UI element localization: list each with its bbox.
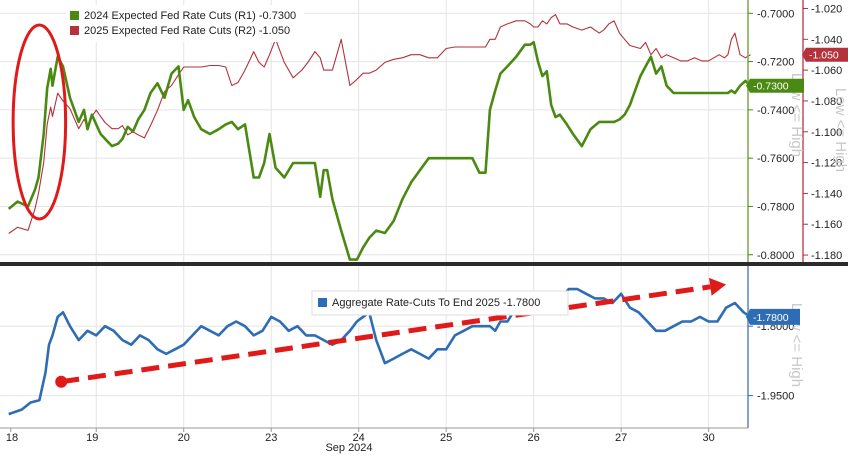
trend-arrow: [55, 277, 727, 388]
legend-swatch-aggregate: [318, 298, 327, 307]
bottom-last-value-tags: -1.7800: [746, 308, 800, 325]
x-tick-label: 26: [528, 432, 540, 444]
series-2025-expected-cuts: [8, 14, 751, 234]
r2-tick-label: -1.040: [811, 34, 842, 46]
x-tick-label: 20: [178, 432, 190, 444]
bottom-legend-box: [311, 290, 569, 316]
r1-tick-label: -0.7800: [757, 201, 794, 213]
top-last-value-tags: -0.7300 -1.050: [746, 47, 848, 93]
top-axis-ticks: -0.8000 -0.7800 -0.7600 -0.7400 -0.7200 -0.70…: [748, 3, 842, 262]
x-tick-label: 27: [615, 432, 627, 444]
trend-arrow-head: [708, 277, 727, 296]
last-value-tag-text: -0.7300: [753, 81, 789, 93]
bottom-panel: Aggregate Rate-Cuts To End 2025 -1.7800 …: [0, 266, 805, 428]
top-legend-box: [66, 5, 304, 42]
x-tick-label: 25: [440, 432, 452, 444]
legend-label-2024: 2024 Expected Fed Rate Cuts (R1) -0.7300: [84, 10, 296, 22]
series-line-2024: [7, 41, 752, 261]
bottom-gridlines: [0, 266, 748, 428]
r2-tick-label: -1.120: [811, 158, 842, 170]
last-value-tag-text: -1.7800: [753, 312, 789, 324]
x-axis-ticks: 18 19 20 23 24 25 26 27 30: [6, 428, 715, 444]
x-tick-label: 23: [265, 432, 277, 444]
panel-separator: [0, 262, 848, 266]
trend-arrow-line: [60, 284, 711, 385]
legend-label-aggregate: Aggregate Rate-Cuts To End 2025 -1.7800: [332, 297, 540, 309]
r1-tick-label: -0.8000: [757, 250, 794, 262]
series-2024-expected-cuts: [7, 41, 752, 261]
r2-tick-label: -1.140: [811, 188, 842, 200]
bottom-axis-ticks: -1.9500-1.8000: [748, 321, 794, 403]
bottom-legend: Aggregate Rate-Cuts To End 2025 -1.7800: [311, 290, 569, 316]
side-label-r1: Low <= High: [788, 73, 805, 157]
bottom-tick-label: -1.9500: [757, 391, 794, 403]
last-value-tag: [746, 308, 800, 325]
series-line-aggregate: [8, 287, 752, 416]
r2-tick-label: -1.020: [811, 3, 842, 15]
r2-tick-label: -1.100: [811, 127, 842, 139]
r1-tick-label: -0.7400: [757, 105, 794, 117]
last-value-tag: [746, 78, 804, 93]
legend-label-2025: 2025 Expected Fed Rate Cuts (R2) -1.050: [84, 25, 290, 37]
last-value-tag-text: -1.050: [809, 50, 839, 62]
trend-arrow-start: [55, 375, 68, 388]
highlight-ellipse: [11, 23, 68, 221]
side-label-r2: Low <= High: [832, 88, 848, 172]
r2-tick-label: -1.060: [811, 65, 842, 77]
x-tick-label: 30: [703, 432, 715, 444]
r2-tick-label: -1.180: [811, 250, 842, 262]
r2-tick-label: -1.160: [811, 219, 842, 231]
top-legend: 2024 Expected Fed Rate Cuts (R1) -0.7300…: [66, 5, 304, 42]
series-line-2025: [8, 14, 751, 234]
legend-swatch-2025: [70, 26, 79, 35]
highlight-ellipse-shape: [11, 23, 68, 221]
legend-swatch-2024: [70, 11, 79, 20]
x-tick-label: 19: [86, 432, 98, 444]
top-panel: 2024 Expected Fed Rate Cuts (R1) -0.7300…: [0, 0, 848, 262]
x-axis-month-label: Sep 2024: [325, 442, 372, 454]
series-aggregate-rate-cuts: [8, 287, 752, 416]
r2-tick-label: -1.080: [811, 96, 842, 108]
r1-tick-label: -0.7600: [757, 153, 794, 165]
x-axis: 18 19 20 23 24 25 26 27 30 Sep 2024: [0, 427, 748, 454]
top-gridlines: [0, 0, 748, 262]
r1-tick-label: -0.7200: [757, 57, 794, 69]
x-tick-label: 24: [353, 432, 365, 444]
last-value-tag: [802, 47, 848, 62]
x-tick-label: 18: [6, 432, 18, 444]
r1-tick-label: -0.7000: [757, 8, 794, 20]
